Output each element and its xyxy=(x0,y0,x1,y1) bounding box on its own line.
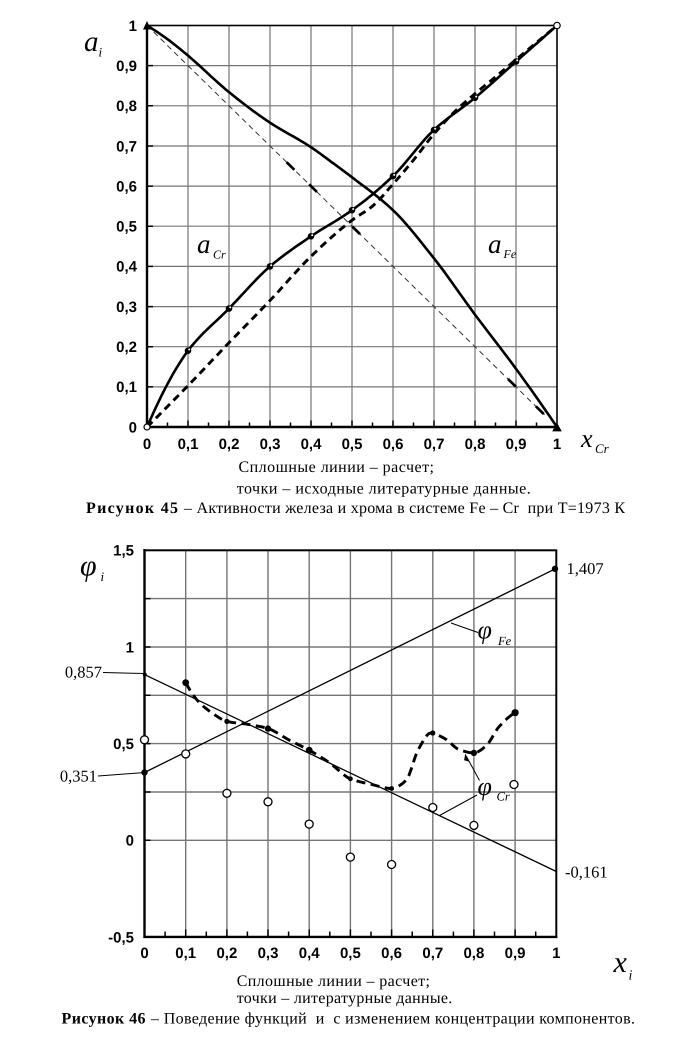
svg-text:0: 0 xyxy=(129,419,137,436)
svg-text:Cr: Cr xyxy=(595,441,610,456)
svg-text:0,1: 0,1 xyxy=(178,436,199,453)
svg-text:a: a xyxy=(197,229,211,259)
svg-text:Сплошные линии – расчет;: Сплошные линии – расчет; xyxy=(237,973,430,990)
svg-text:0,8: 0,8 xyxy=(463,945,484,962)
svg-text:– Поведение функций и с изме: – Поведение функций и с изменением конце… xyxy=(150,1011,635,1028)
svg-text:0,1: 0,1 xyxy=(175,945,196,962)
svg-text:0,6: 0,6 xyxy=(116,178,137,195)
svg-text:0,7: 0,7 xyxy=(424,436,445,453)
svg-text:Сплошные линии – расчет;: Сплошные линии – расчет; xyxy=(239,459,435,476)
svg-text:Fe: Fe xyxy=(497,634,512,648)
svg-text:0,4: 0,4 xyxy=(116,259,138,276)
svg-text:x: x xyxy=(580,424,593,453)
svg-text:x: x xyxy=(613,946,628,979)
svg-text:0,6: 0,6 xyxy=(381,945,402,962)
svg-text:Рисунок 46: Рисунок 46 xyxy=(62,1011,146,1028)
svg-text:Cr: Cr xyxy=(213,248,226,262)
svg-text:0,5: 0,5 xyxy=(340,945,361,962)
svg-text:0,7: 0,7 xyxy=(116,138,137,155)
svg-text:Рисунок 45: Рисунок 45 xyxy=(86,500,178,517)
svg-text:Fe: Fe xyxy=(503,247,517,261)
svg-text:1: 1 xyxy=(553,436,561,453)
svg-text:0,3: 0,3 xyxy=(258,945,279,962)
svg-text:φ: φ xyxy=(478,616,492,645)
svg-text:1: 1 xyxy=(552,945,560,962)
svg-text:0,9: 0,9 xyxy=(505,945,526,962)
svg-text:i: i xyxy=(101,569,105,584)
svg-text:0,9: 0,9 xyxy=(506,436,527,453)
svg-text:1,5: 1,5 xyxy=(113,543,134,560)
svg-text:i: i xyxy=(629,969,633,984)
svg-text:0,5: 0,5 xyxy=(113,736,134,753)
svg-text:0,857: 0,857 xyxy=(65,663,102,682)
svg-text:0,6: 0,6 xyxy=(383,436,404,453)
svg-text:0: 0 xyxy=(126,833,134,850)
svg-text:0,7: 0,7 xyxy=(422,945,443,962)
svg-text:1,407: 1,407 xyxy=(567,559,604,578)
svg-text:0,351: 0,351 xyxy=(60,767,97,786)
svg-text:-0,161: -0,161 xyxy=(565,863,608,882)
svg-text:точки – исходные литературные: точки – исходные литературные данные. xyxy=(237,481,531,498)
svg-text:0,4: 0,4 xyxy=(299,945,321,962)
svg-text:0,8: 0,8 xyxy=(465,436,486,453)
svg-text:i: i xyxy=(99,45,103,60)
svg-text:φ: φ xyxy=(80,550,97,583)
svg-text:0,3: 0,3 xyxy=(116,299,137,316)
svg-text:1: 1 xyxy=(126,639,134,656)
svg-text:Cr: Cr xyxy=(497,790,510,804)
svg-text:0,9: 0,9 xyxy=(116,58,137,75)
svg-text:-0,5: -0,5 xyxy=(108,929,134,946)
svg-text:0,2: 0,2 xyxy=(216,945,237,962)
svg-text:0,5: 0,5 xyxy=(116,219,137,236)
svg-text:0,2: 0,2 xyxy=(116,339,137,356)
svg-text:0,5: 0,5 xyxy=(342,436,363,453)
svg-text:0: 0 xyxy=(140,945,148,962)
svg-text:0: 0 xyxy=(143,436,151,453)
svg-text:0,8: 0,8 xyxy=(116,98,137,115)
svg-text:0,1: 0,1 xyxy=(116,379,137,396)
svg-text:– Активности железа и хрома в: – Активности железа и хрома в системе Fe… xyxy=(183,500,625,517)
svg-text:φ: φ xyxy=(478,772,492,801)
svg-text:1: 1 xyxy=(129,18,137,35)
svg-text:0,2: 0,2 xyxy=(219,436,240,453)
svg-text:точки – литературные данные.: точки – литературные данные. xyxy=(237,990,453,1007)
svg-text:a: a xyxy=(488,229,502,259)
svg-text:a: a xyxy=(84,26,99,58)
svg-text:0,3: 0,3 xyxy=(260,436,281,453)
svg-text:0,4: 0,4 xyxy=(301,436,323,453)
